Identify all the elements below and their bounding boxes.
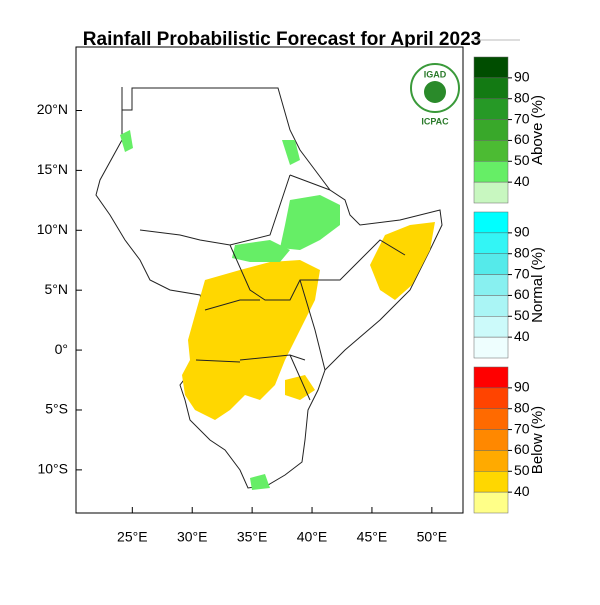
- colorbar-box: [473, 181, 509, 204]
- colorbar-title: Above (%): [529, 95, 546, 165]
- colorbar-box: [473, 211, 509, 234]
- colorbar-title: Below (%): [529, 406, 546, 474]
- colorbar-box: [473, 295, 509, 317]
- colorbar-box: [473, 316, 509, 338]
- colorbar-label: 50: [514, 152, 530, 168]
- colorbar-label: 40: [514, 483, 530, 499]
- colorbar-label: 40: [514, 173, 530, 189]
- colorbar-box: [473, 491, 509, 514]
- colorbar-box: [473, 336, 509, 359]
- colorbar-label: 80: [514, 89, 530, 105]
- y-tick-label: 15°N: [37, 161, 68, 177]
- y-tick-label: 10°N: [37, 221, 68, 237]
- colorbars: 90 80 70 60 50 40 Above (%) 90 80 70 60 50 40 Normal …: [473, 56, 546, 514]
- x-tick-label: 50°E: [417, 529, 448, 545]
- country-borders: [139, 174, 406, 401]
- logo-top-text: IGAD: [424, 69, 447, 79]
- colorbar-box: [473, 119, 509, 141]
- colorbar-label: 50: [514, 462, 530, 478]
- green-patch-westsudan: [120, 130, 133, 152]
- green-patch-eritrea: [282, 140, 300, 165]
- logo-bottom-text: ICPAC: [421, 116, 449, 126]
- title: Rainfall Probabilistic Forecast for Apri…: [83, 29, 481, 50]
- colorbar-box: [473, 140, 509, 162]
- colorbar-box: [473, 77, 509, 99]
- colorbar-label: 80: [514, 399, 530, 415]
- logo-globe: [424, 81, 446, 103]
- y-tick-label: 20°N: [37, 101, 68, 117]
- colorbar-box: [473, 253, 509, 275]
- colorbar-label: 90: [514, 379, 530, 395]
- colorbar-label: 70: [514, 420, 530, 436]
- map-ticks: 25°E 30°E 35°E 40°E 45°E 50°E 20°N 15°N 10°N 5°N 0…: [37, 101, 447, 545]
- colorbar-box: [473, 429, 509, 451]
- colorbar-label: 60: [514, 131, 530, 147]
- colorbar-box: [473, 471, 509, 493]
- colorbar-label: 80: [514, 244, 530, 260]
- map-area: [75, 46, 464, 514]
- colorbar-box: [473, 274, 509, 296]
- y-tick-label: 5°N: [45, 281, 69, 297]
- colorbar-box: [473, 56, 509, 79]
- green-patch-ethiopia: [280, 195, 340, 250]
- x-tick-label: 25°E: [117, 529, 148, 545]
- colorbar-box: [473, 366, 509, 389]
- colorbar-box: [473, 98, 509, 120]
- colorbar-label: 40: [514, 328, 530, 344]
- x-tick-label: 45°E: [357, 529, 388, 545]
- colorbar-label: 60: [514, 441, 530, 457]
- colorbar-label: 90: [514, 69, 530, 85]
- x-tick-label: 40°E: [297, 529, 328, 545]
- y-tick-label: 10°S: [37, 461, 68, 477]
- colorbar-label: 70: [514, 265, 530, 281]
- yellow-patch-somalia: [370, 222, 435, 300]
- colorbar-box: [473, 232, 509, 254]
- logo: IGAD ICPAC: [410, 63, 460, 126]
- colorbar-box: [473, 450, 509, 472]
- colorbar-box: [473, 408, 509, 430]
- green-patch-southsudan: [232, 240, 290, 262]
- colorbar-title: Normal (%): [529, 247, 546, 323]
- colorbar-label: 90: [514, 224, 530, 240]
- colorbar-box: [473, 161, 509, 183]
- y-tick-label: 0°: [55, 341, 68, 357]
- colorbar-label: 60: [514, 286, 530, 302]
- green-patch-south: [250, 474, 270, 490]
- y-tick-label: 5°S: [45, 401, 68, 417]
- colorbar-label: 70: [514, 110, 530, 126]
- colorbar-label: 50: [514, 307, 530, 323]
- colorbar-box: [473, 387, 509, 409]
- x-tick-label: 30°E: [177, 529, 208, 545]
- x-tick-label: 35°E: [237, 529, 268, 545]
